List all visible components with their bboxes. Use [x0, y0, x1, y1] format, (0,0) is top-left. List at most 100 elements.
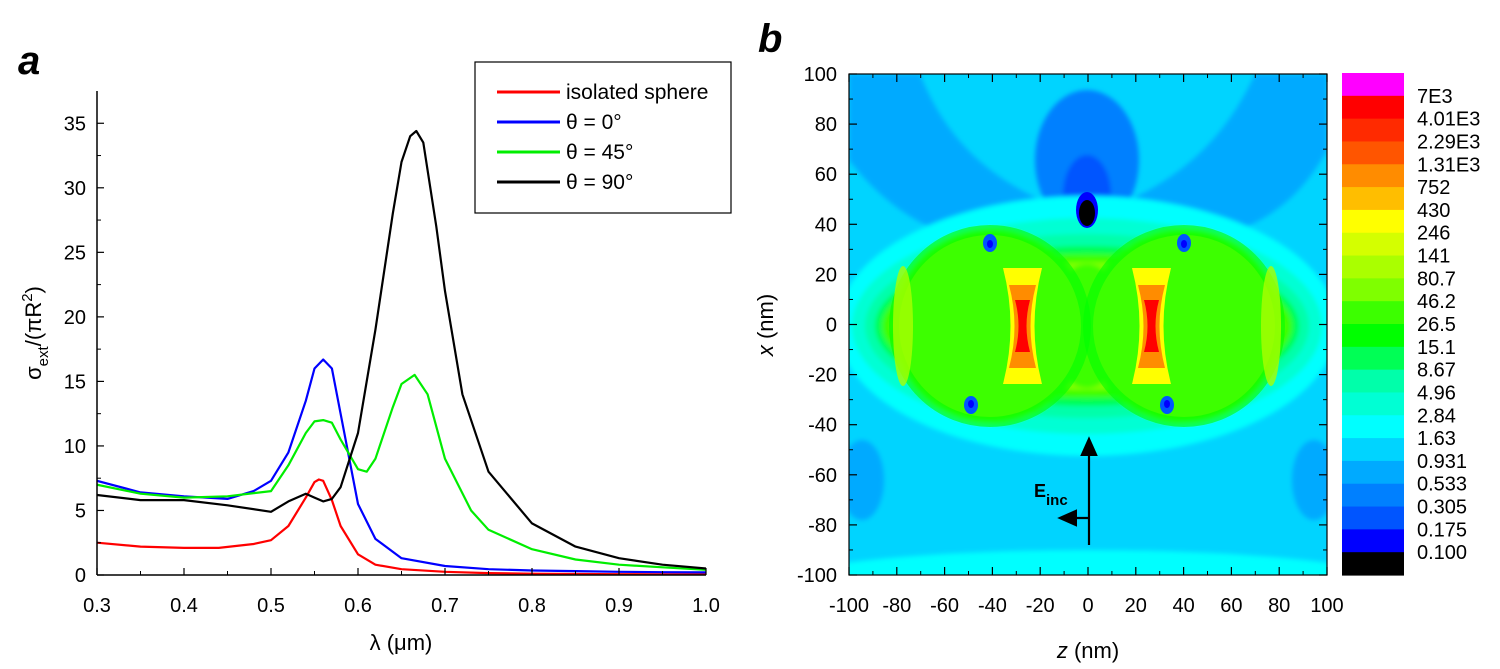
left-outer-crescent [893, 266, 913, 386]
right-outer-crescent [1261, 266, 1281, 386]
colorbar-label-6: 246 [1417, 223, 1450, 245]
colorbar-label-1: 4.01E3 [1417, 109, 1480, 131]
x-tick-label: 0.5 [257, 595, 285, 617]
field-left-patch [849, 440, 884, 520]
colorbar-swatch-4 [1342, 164, 1404, 188]
x-title-var: x [753, 344, 778, 357]
e-inc-label: Einc [1034, 481, 1068, 509]
field-ticks: -100 -80 -60 -40 -20 0 20 40 60 80 100 -100 -80 -60 -4… [797, 64, 1344, 617]
colorbar-swatch-6 [1342, 209, 1404, 234]
spectrum-ticks: 0.3 0.4 0.5 0.6 0.7 0.8 0.9 1.0 0 5 10 15 20 25 30 35 [64, 113, 720, 617]
spot-lower-left-core [968, 400, 974, 408]
legend-box [474, 61, 732, 214]
x-nm-tick-label: -20 [808, 365, 837, 387]
field-upper-lobe [849, 74, 1327, 240]
spectrum-lines [97, 129, 706, 575]
y-tick-label: 30 [64, 178, 86, 200]
colorbar-label-8: 80.7 [1417, 268, 1456, 290]
left-hotspot-core [1015, 300, 1030, 352]
z-tick-label: -100 [829, 595, 869, 617]
y-axis-title: σext/(πR2) [19, 286, 52, 380]
x-tick-label: 0.7 [431, 595, 459, 617]
spot-lower-right-core [1164, 400, 1170, 408]
colorbar-swatch-1 [1342, 95, 1404, 120]
x-axis-title: λ (μm) [370, 630, 433, 655]
z-axis-title: z (nm) [1056, 638, 1119, 663]
x-tick-label: 1.0 [692, 595, 720, 617]
colorbar-label-4: 752 [1417, 177, 1450, 199]
x-title-unit: (nm) [753, 294, 778, 345]
z-title-unit: (nm) [1068, 638, 1119, 663]
x-tick-label: 0.4 [170, 595, 198, 617]
legend-label-3: θ = 90° [566, 171, 633, 194]
y-tick-label: 15 [64, 371, 86, 393]
y-tick-label: 5 [75, 500, 86, 522]
colorbar-label-17: 0.533 [1417, 474, 1467, 496]
colorbar-swatch-20 [1342, 529, 1404, 553]
e-inc-sub: inc [1046, 492, 1068, 509]
field-bottom-band [849, 550, 1327, 575]
z-tick-label: 80 [1268, 595, 1290, 617]
colorbar-swatch-15 [1342, 415, 1404, 439]
colorbar-label-16: 0.931 [1417, 451, 1467, 473]
colorbar-swatch-8 [1342, 255, 1404, 279]
z-title-var: z [1056, 638, 1068, 663]
y-tick-label: 35 [64, 113, 86, 135]
colorbar-swatch-14 [1342, 392, 1404, 416]
field-map-panel: b [753, 17, 1480, 663]
z-tick-label: -60 [930, 595, 959, 617]
colorbar-label-7: 141 [1417, 246, 1450, 268]
colorbar-swatch-10 [1342, 301, 1404, 325]
y-tick-label: 20 [64, 307, 86, 329]
z-tick-label: 20 [1125, 595, 1147, 617]
colorbar-swatch-19 [1342, 506, 1404, 530]
y-tick-label: 25 [64, 242, 86, 264]
colorbar-label-20: 0.100 [1417, 542, 1467, 564]
colorbar-label-19: 0.175 [1417, 519, 1467, 541]
z-tick-label: -80 [882, 595, 911, 617]
colorbar-swatch-11 [1342, 324, 1404, 348]
series-line-1 [97, 358, 706, 574]
x-nm-tick-label: -80 [808, 515, 837, 537]
y-tick-label: 10 [64, 436, 86, 458]
legend-label-1: θ = 0° [566, 111, 622, 134]
colorbar-swatch-2 [1342, 118, 1404, 143]
y-title-close: ) [21, 286, 46, 293]
x-nm-tick-label: 40 [815, 214, 837, 236]
field-map [849, 74, 1327, 575]
legend-label-0: isolated sphere [566, 81, 708, 104]
z-tick-label: 0 [1082, 595, 1093, 617]
x-tick-label: 0.6 [344, 595, 372, 617]
colorbar-label-0: 7E3 [1417, 86, 1453, 108]
y-title-base: σ [21, 366, 46, 380]
x-nm-tick-label: 60 [815, 164, 837, 186]
x-tick-label: 0.3 [83, 595, 111, 617]
y-title-sub: ext [35, 345, 52, 366]
x-nm-tick-label: -40 [808, 415, 837, 437]
colorbar-swatch-13 [1342, 369, 1404, 394]
spot-upper-left-core [987, 240, 993, 248]
colorbar-label-10: 26.5 [1417, 314, 1456, 336]
colorbar-label-13: 4.96 [1417, 383, 1456, 405]
colorbar-label-2: 2.29E3 [1417, 132, 1480, 154]
z-tick-label: 60 [1220, 595, 1242, 617]
colorbar-swatch-3 [1342, 141, 1404, 165]
colorbar-label-14: 2.84 [1417, 405, 1456, 427]
colorbar-label-11: 15.1 [1417, 337, 1456, 359]
colorbar-swatch-5 [1342, 187, 1404, 211]
panel-label-b: b [758, 17, 782, 61]
x-nm-axis-title: x (nm) [753, 294, 778, 357]
y-title-sup: 2 [19, 293, 36, 301]
colorbar-swatch-16 [1342, 438, 1404, 462]
colorbar-swatch-0 [1342, 73, 1404, 97]
colorbar-swatch-7 [1342, 232, 1404, 257]
z-tick-label: -20 [1026, 595, 1055, 617]
x-nm-tick-label: 100 [804, 64, 837, 86]
x-tick-label: 0.8 [518, 595, 546, 617]
colorbar-label-18: 0.305 [1417, 497, 1467, 519]
min-spot-black [1079, 200, 1095, 226]
legend-label-2: θ = 45° [566, 141, 633, 164]
legend: isolated sphere θ = 0° θ = 45° θ = 90° [474, 61, 732, 214]
colorbar-swatch-17 [1342, 460, 1404, 485]
